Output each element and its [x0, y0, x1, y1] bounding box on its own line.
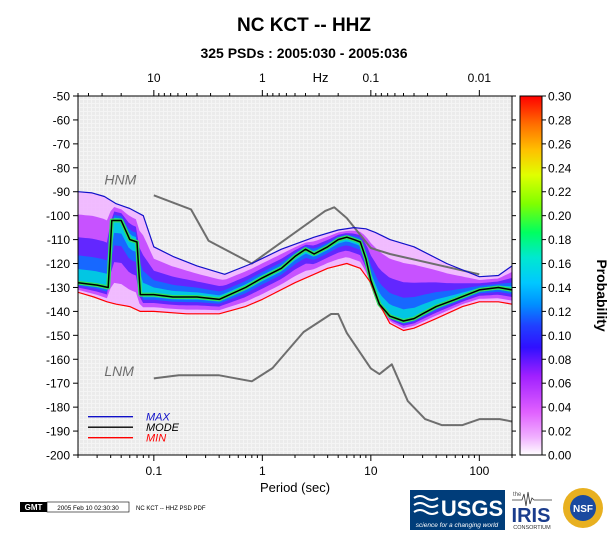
- lnm-label: LNM: [104, 363, 134, 379]
- chart-subtitle: 325 PSDs : 2005:030 - 2005:036: [200, 45, 407, 61]
- mode-line: [78, 219, 512, 322]
- y-tick-label: -110: [47, 233, 70, 247]
- y-axis: -50 -60 -70 -80 -90 -100 -110 -120 -130 -140 -150 -…: [46, 90, 516, 463]
- iris-the: the: [513, 492, 522, 498]
- iris-logo-text: IRIS: [512, 505, 551, 527]
- y-tick-label: -50: [53, 90, 71, 104]
- y-tick-label: -120: [46, 257, 70, 271]
- chart-title: NC KCT -- HHZ: [237, 15, 371, 36]
- usgs-logo: USGS science for a changing world: [410, 490, 505, 530]
- colorbar-tick-label: 0.00: [548, 449, 572, 463]
- y-tick-label: -80: [53, 161, 71, 175]
- nsf-logo-text: NSF: [573, 504, 593, 515]
- legend-label-min: MIN: [146, 433, 166, 445]
- lnm-line: [153, 313, 512, 427]
- colorbar-scale: [519, 95, 543, 456]
- x-tick-label: 0.1: [145, 464, 162, 478]
- usgs-tagline: science for a changing world: [416, 522, 499, 529]
- x-axis-label: Period (sec): [260, 480, 330, 495]
- hnm-line: [153, 194, 480, 276]
- y-tick-label: -150: [46, 329, 70, 343]
- x-axis-period: 0.1 1 10 100: [77, 455, 513, 478]
- y-tick-label: -130: [46, 281, 70, 295]
- y-tick-label: -190: [46, 425, 70, 439]
- y-tick-label: -90: [53, 185, 71, 199]
- seismogram-icon: [512, 491, 552, 507]
- top-tick-label: 10: [147, 71, 161, 85]
- psd-lines-layer: [78, 191, 512, 427]
- legend-label-max: MAX: [146, 412, 171, 424]
- colorbar-tick-label: 0.28: [548, 113, 572, 127]
- footer-caption: NC KCT -- HHZ PSD PDF: [136, 506, 206, 512]
- x-axis-frequency: 10 1 0.1 0.01: [77, 71, 492, 96]
- y-tick-label: -170: [46, 377, 70, 391]
- timestamp: 2005 Feb 10 02:30:30: [57, 505, 119, 512]
- colorbar-tick-label: 0.02: [548, 425, 572, 439]
- x-tick-label: 100: [469, 464, 489, 478]
- colorbar-tick-label: 0.06: [548, 377, 572, 391]
- colorbar-tick-label: 0.10: [548, 329, 572, 343]
- max-line: [78, 191, 512, 278]
- y-tick-label: -60: [53, 113, 71, 127]
- top-axis-unit-label: Hz: [313, 70, 329, 85]
- colorbar-tick-label: 0.14: [548, 281, 572, 295]
- y-tick-label: -180: [46, 401, 70, 415]
- x-tick-label: 10: [364, 464, 378, 478]
- colorbar-tick-label: 0.18: [548, 233, 572, 247]
- y-tick-label: -100: [46, 209, 70, 223]
- top-tick-label: 0.1: [362, 71, 379, 85]
- timestamp-box: [46, 501, 130, 513]
- gmt-logo-text: GMT: [25, 503, 43, 512]
- colorbar-tick-label: 0.30: [548, 90, 572, 104]
- min-line: [78, 262, 512, 332]
- hnm-label: HNM: [104, 172, 136, 188]
- iris-consortium: CONSORTIUM: [513, 525, 551, 531]
- legend-label-mode: MODE: [146, 422, 180, 434]
- colorbar: 0.00 0.02 0.04 0.06 0.08 0.10 0.12 0.14 0.16 0.18…: [519, 90, 609, 463]
- colorbar-tick-label: 0.04: [548, 401, 572, 415]
- y-tick-label: -200: [46, 449, 70, 463]
- plot-area: [77, 95, 513, 456]
- colorbar-tick-label: 0.20: [548, 209, 572, 223]
- colorbar-tick-label: 0.22: [548, 185, 572, 199]
- y-tick-label: -160: [46, 353, 70, 367]
- colorbar-label: Probability: [594, 259, 609, 332]
- colorbar-tick-label: 0.26: [548, 137, 572, 151]
- y-tick-label: -140: [46, 305, 70, 319]
- reference-model-labels: HNM LNM: [104, 172, 136, 379]
- iris-logo: the IRIS CONSORTIUM: [512, 491, 552, 531]
- nsf-logo: NSF: [563, 488, 603, 528]
- colorbar-ticks: 0.00 0.02 0.04 0.06 0.08 0.10 0.12 0.14 0.16 0.18…: [542, 90, 572, 463]
- top-tick-label: 0.01: [468, 71, 492, 85]
- colorbar-tick-label: 0.12: [548, 305, 572, 319]
- y-tick-label: -70: [53, 137, 71, 151]
- gmt-logo: GMT: [20, 502, 47, 512]
- colorbar-tick-label: 0.08: [548, 353, 572, 367]
- usgs-wave-icon: [413, 495, 439, 515]
- colorbar-tick-label: 0.16: [548, 257, 572, 271]
- usgs-logo-text: USGS: [441, 496, 503, 521]
- colorbar-tick-label: 0.24: [548, 161, 572, 175]
- x-tick-label: 1: [259, 464, 266, 478]
- top-tick-label: 1: [259, 71, 266, 85]
